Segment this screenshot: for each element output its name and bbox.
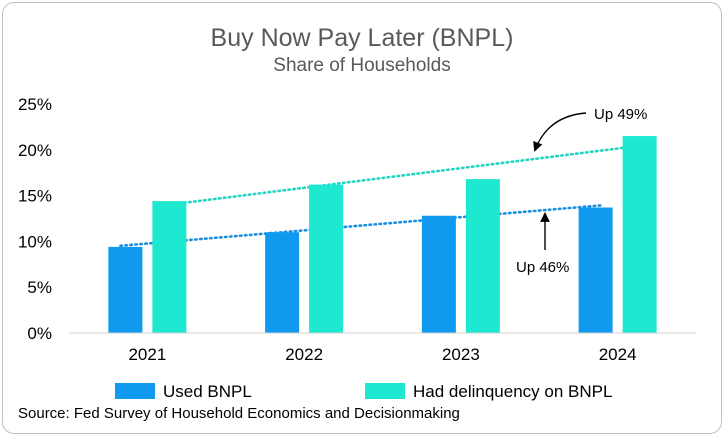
y-axis-tick-labels: 0% 5% 10% 15% 20% 25% <box>18 95 52 343</box>
chart-title: Buy Now Pay Later (BNPL) <box>211 24 514 52</box>
bar-delinquency-2023 <box>465 179 500 333</box>
legend-swatch-used-bnpl <box>115 383 155 399</box>
y-tick-label: 25% <box>18 95 52 114</box>
source-note: Source: Fed Survey of Household Economic… <box>18 405 460 422</box>
bar-delinquency-2024 <box>622 136 657 333</box>
trendline-used-bnpl <box>119 204 602 248</box>
legend-swatch-delinquency <box>365 383 405 399</box>
y-tick-label: 10% <box>18 232 52 251</box>
chart-subtitle: Share of Households <box>273 55 450 76</box>
bars <box>108 136 657 333</box>
trendline-delinquency <box>163 143 646 207</box>
bar-used-bnpl-2023 <box>421 215 456 333</box>
bar-used-bnpl-2024 <box>578 207 613 333</box>
trendlines <box>119 143 646 248</box>
bar-used-bnpl-2022 <box>265 232 300 333</box>
annotation-arrow-49 <box>533 112 587 152</box>
x-tick-label: 2023 <box>442 345 480 364</box>
annotation-up-49: Up 49% <box>594 106 647 123</box>
y-tick-label: 0% <box>27 324 52 343</box>
annotation-up-46: Up 46% <box>516 259 569 276</box>
legend-label-used-bnpl: Used BNPL <box>163 382 252 401</box>
y-tick-label: 5% <box>27 278 52 297</box>
legend-label-delinquency: Had delinquency on BNPL <box>413 382 612 401</box>
y-tick-label: 15% <box>18 187 52 206</box>
x-tick-label: 2022 <box>285 345 323 364</box>
bar-used-bnpl-2021 <box>108 246 143 333</box>
x-axis-tick-labels: 2021 2022 2023 2024 <box>128 345 636 364</box>
bar-delinquency-2022 <box>309 184 344 333</box>
y-tick-label: 20% <box>18 141 52 160</box>
x-tick-label: 2021 <box>128 345 166 364</box>
bar-delinquency-2021 <box>152 201 187 333</box>
x-tick-label: 2024 <box>599 345 637 364</box>
